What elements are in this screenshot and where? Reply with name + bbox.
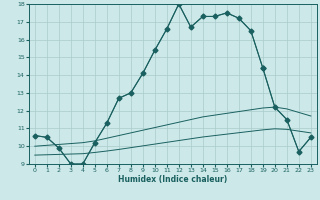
X-axis label: Humidex (Indice chaleur): Humidex (Indice chaleur) — [118, 175, 228, 184]
